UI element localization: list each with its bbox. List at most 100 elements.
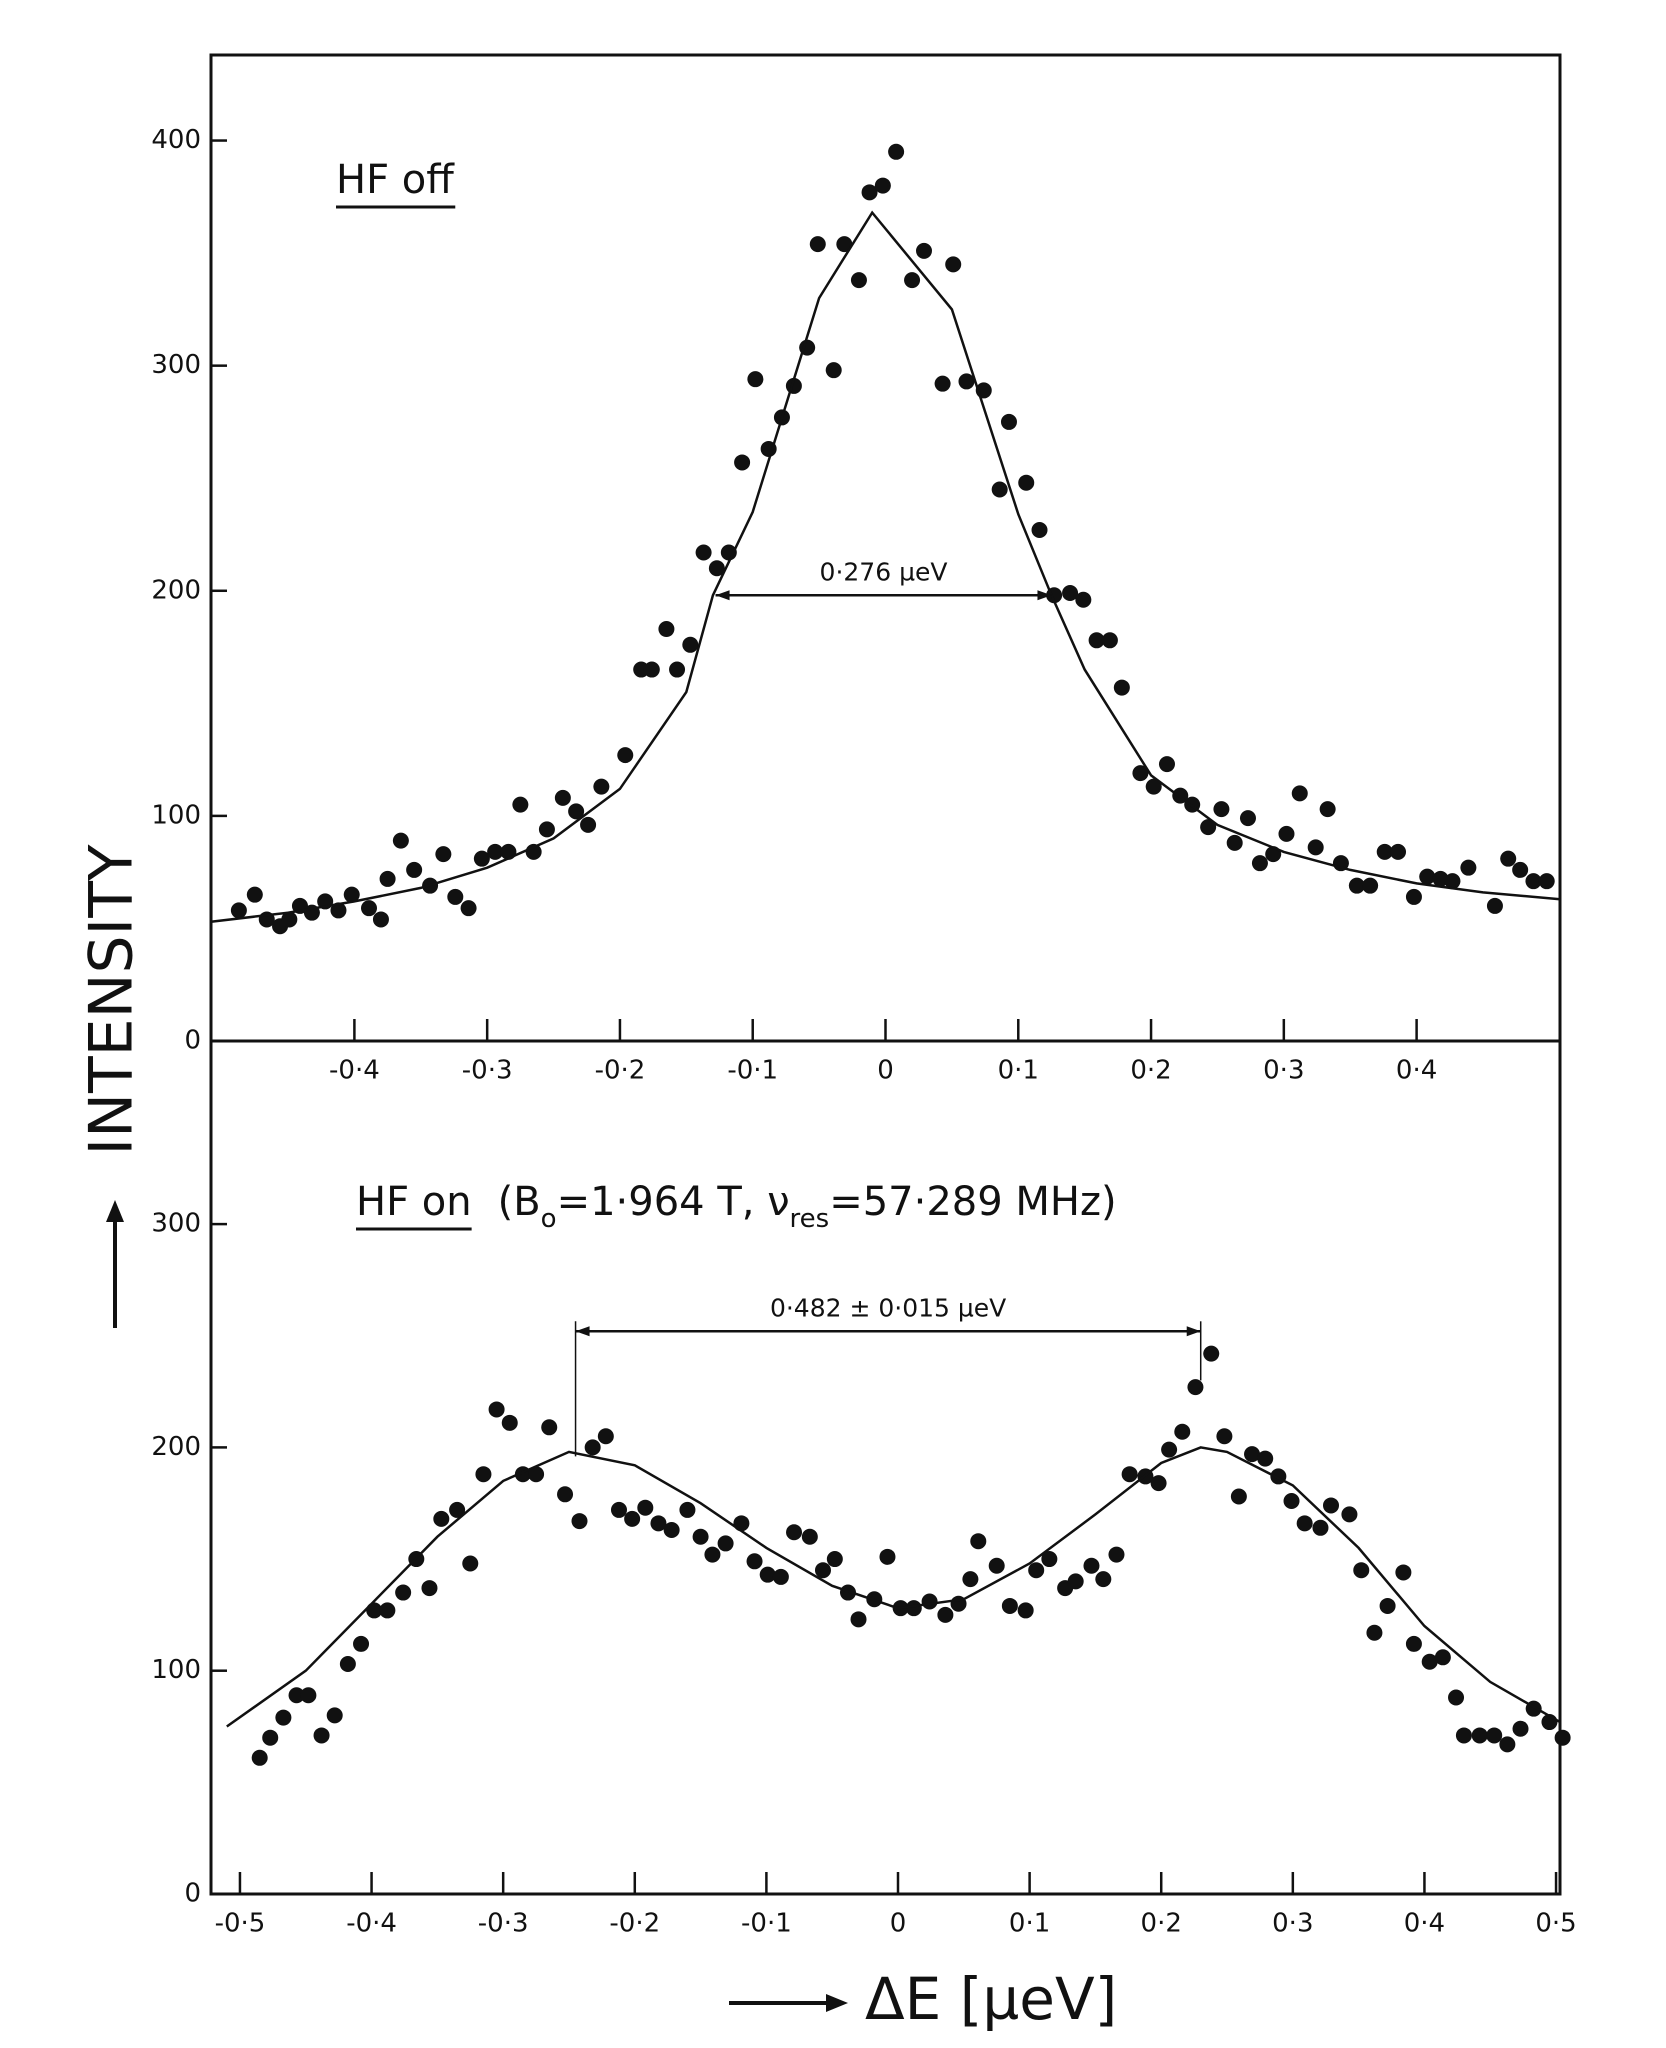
width-arrowhead bbox=[575, 1326, 590, 1337]
data-point bbox=[624, 1510, 641, 1527]
condition-text: (Bo=1·964 T, νres=57·289 MHz) bbox=[498, 1179, 1117, 1234]
x-tick-label: 0·4 bbox=[1404, 1909, 1445, 1939]
data-point bbox=[962, 1571, 979, 1588]
data-point bbox=[1075, 591, 1092, 608]
data-point bbox=[1150, 1475, 1167, 1492]
data-point bbox=[1158, 756, 1175, 773]
data-point bbox=[1113, 679, 1130, 696]
data-point bbox=[682, 636, 699, 653]
y-tick-label: 100 bbox=[151, 800, 201, 830]
data-point bbox=[1062, 585, 1079, 602]
data-point bbox=[1031, 521, 1048, 538]
data-point bbox=[262, 1729, 279, 1746]
data-point bbox=[288, 1687, 305, 1704]
data-point bbox=[1017, 1602, 1034, 1619]
width-label: 0·482 ± 0·015 µeV bbox=[770, 1293, 1006, 1322]
x-tick-label: -0·3 bbox=[478, 1909, 529, 1939]
data-point bbox=[733, 1515, 750, 1532]
data-point bbox=[1200, 819, 1217, 836]
data-point bbox=[584, 1439, 601, 1456]
data-point bbox=[1291, 785, 1308, 802]
data-point bbox=[475, 1466, 492, 1483]
data-point bbox=[1041, 1551, 1058, 1568]
data-point bbox=[246, 886, 263, 903]
data-point bbox=[1083, 1557, 1100, 1574]
y-tick-label: 200 bbox=[151, 1432, 201, 1462]
data-point bbox=[1421, 1653, 1438, 1670]
y-tick-label: 300 bbox=[151, 350, 201, 380]
data-point bbox=[720, 544, 737, 561]
data-point bbox=[888, 143, 905, 160]
data-point bbox=[395, 1584, 412, 1601]
data-point bbox=[557, 1486, 574, 1503]
data-point bbox=[717, 1535, 734, 1552]
data-point bbox=[1307, 839, 1324, 856]
data-point bbox=[339, 1656, 356, 1673]
data-point bbox=[554, 789, 571, 806]
data-point bbox=[1028, 1562, 1045, 1579]
x-tick-label: 0·2 bbox=[1141, 1909, 1182, 1939]
data-point bbox=[1390, 843, 1407, 860]
data-point bbox=[487, 843, 504, 860]
data-point bbox=[991, 481, 1008, 498]
x-tick-label: -0·1 bbox=[727, 1056, 778, 1086]
data-point bbox=[1434, 1649, 1451, 1666]
data-point bbox=[1448, 1689, 1465, 1706]
data-point bbox=[597, 1428, 614, 1445]
condition-part: res bbox=[790, 1204, 830, 1234]
data-point bbox=[1283, 1492, 1300, 1509]
data-point bbox=[433, 1510, 450, 1527]
data-point bbox=[637, 1499, 654, 1516]
data-point bbox=[759, 1566, 776, 1583]
x-tick-label: -0·3 bbox=[462, 1056, 513, 1086]
y-tick-label: 300 bbox=[151, 1209, 201, 1239]
x-tick-label: -0·1 bbox=[741, 1909, 792, 1939]
data-point bbox=[462, 1555, 479, 1572]
data-point bbox=[809, 236, 826, 253]
data-point bbox=[1278, 825, 1295, 842]
data-point bbox=[747, 371, 764, 388]
data-point bbox=[663, 1522, 680, 1539]
data-point bbox=[541, 1419, 558, 1436]
data-point bbox=[772, 1568, 789, 1585]
data-point bbox=[1500, 850, 1517, 867]
condition-part: =57·289 MHz) bbox=[829, 1179, 1116, 1225]
data-point bbox=[970, 1533, 987, 1550]
data-point bbox=[1174, 1423, 1191, 1440]
data-point bbox=[313, 1727, 330, 1744]
data-point bbox=[343, 886, 360, 903]
data-point bbox=[958, 373, 975, 390]
data-point bbox=[580, 816, 597, 833]
data-point bbox=[650, 1515, 667, 1532]
data-point bbox=[449, 1501, 466, 1518]
data-point bbox=[379, 870, 396, 887]
data-point bbox=[473, 850, 490, 867]
data-point bbox=[934, 375, 951, 392]
data-point bbox=[1405, 888, 1422, 905]
data-point bbox=[988, 1557, 1005, 1574]
width-arrowhead bbox=[1186, 1326, 1201, 1337]
data-point bbox=[1554, 1729, 1571, 1746]
panel-label: HF on bbox=[356, 1179, 472, 1225]
data-point bbox=[1366, 1624, 1383, 1641]
data-point bbox=[435, 846, 452, 863]
data-point bbox=[1161, 1441, 1178, 1458]
data-point bbox=[326, 1707, 343, 1724]
data-point bbox=[1230, 1488, 1247, 1505]
data-point bbox=[538, 821, 555, 838]
data-point bbox=[460, 900, 477, 917]
data-point bbox=[801, 1528, 818, 1545]
data-point bbox=[1432, 870, 1449, 887]
data-point bbox=[1512, 861, 1529, 878]
data-point bbox=[251, 1749, 268, 1766]
data-point bbox=[281, 911, 298, 928]
x-tick-label: 0 bbox=[877, 1056, 894, 1086]
fit-curve bbox=[226, 1446, 1561, 1728]
data-point bbox=[1000, 413, 1017, 430]
data-point bbox=[568, 803, 585, 820]
data-point bbox=[904, 272, 921, 289]
y-tick-label: 400 bbox=[151, 125, 201, 155]
data-point bbox=[406, 861, 423, 878]
data-point bbox=[1226, 834, 1243, 851]
data-point bbox=[658, 621, 675, 638]
